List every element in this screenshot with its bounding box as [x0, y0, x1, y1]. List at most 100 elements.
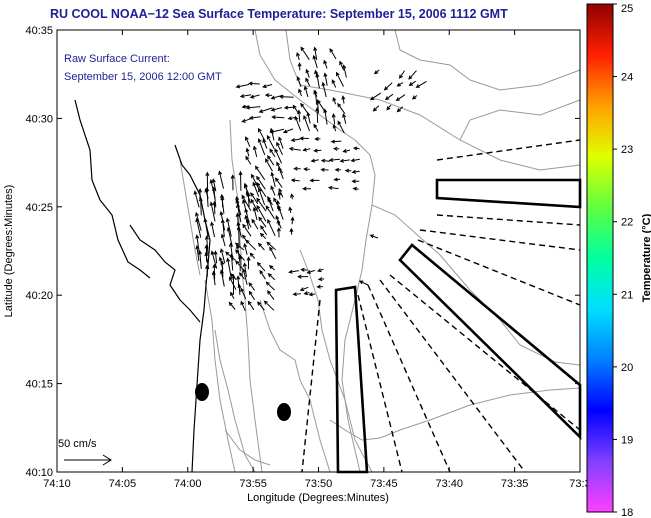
current-vector: [297, 274, 309, 279]
current-vector: [300, 267, 308, 272]
current-vector: [252, 181, 260, 197]
current-vector: [235, 249, 245, 261]
current-vector: [266, 241, 276, 251]
current-vector: [275, 199, 281, 211]
x-tick-label: 74:10: [43, 478, 71, 490]
current-vector: [204, 251, 210, 270]
current-vector: [219, 269, 225, 287]
coastline: [74, 99, 211, 473]
current-vector: [218, 170, 224, 189]
current-vector: [330, 139, 342, 144]
y-tick-label: 40:25: [25, 202, 53, 214]
scale-arrow: [64, 454, 112, 466]
current-vector: [290, 216, 295, 225]
current-vector: [323, 72, 328, 86]
current-vector: [245, 147, 250, 157]
current-vector: [282, 128, 294, 134]
current-vector: [226, 226, 233, 247]
current-vector: [288, 269, 300, 274]
current-vector: [220, 260, 225, 278]
current-vector: [193, 190, 200, 208]
current-vector: [237, 283, 242, 295]
current-vector: [247, 300, 255, 311]
current-vector: [197, 250, 203, 269]
colorbar-tick-label: 19: [621, 434, 633, 446]
current-vector: [258, 107, 273, 113]
current-vector: [337, 102, 346, 114]
y-tick-label: 40:10: [25, 467, 53, 479]
current-vector: [279, 94, 294, 99]
current-vector: [396, 106, 404, 113]
current-vector: [235, 203, 242, 223]
current-vector: [329, 48, 337, 60]
current-vector: [278, 136, 284, 149]
radar-boxes: [334, 178, 582, 474]
current-vector: [245, 136, 251, 147]
colorbar-ticks: 25 24 23 22 21 20 19 18: [613, 3, 633, 518]
current-vector: [238, 272, 245, 280]
current-vector: [411, 95, 418, 100]
current-vector: [205, 171, 210, 191]
current-vector: [386, 104, 392, 111]
current-vector: [234, 242, 245, 251]
outfall-marker: [277, 403, 291, 421]
y-tick-label: 40:20: [25, 290, 53, 302]
current-vector: [339, 60, 345, 71]
current-vector: [337, 120, 345, 134]
current-vector: [327, 185, 339, 190]
colorbar-tick-label: 24: [621, 72, 633, 84]
current-vector: [245, 155, 252, 165]
outfall-marker: [195, 383, 209, 401]
current-vector: [395, 94, 406, 102]
current-vector: [290, 137, 301, 142]
current-vector: [292, 292, 301, 297]
x-tick-label: 73:3: [569, 478, 590, 490]
current-vector: [303, 167, 310, 172]
bathymetry-contours: [179, 29, 581, 473]
colorbar-tick-label: 18: [621, 507, 633, 518]
current-vector: [265, 158, 273, 172]
current-vector: [339, 158, 350, 163]
current-vector: [344, 168, 352, 173]
current-vector: [220, 193, 225, 214]
current-vector: [251, 173, 260, 190]
current-vector: [250, 192, 259, 205]
current-vector: [296, 75, 302, 88]
plot-frame: [56, 29, 581, 473]
current-vector: [220, 218, 225, 237]
current-vector: [314, 136, 321, 141]
current-vector: [287, 116, 296, 121]
current-vector: [242, 262, 247, 278]
current-vector: [310, 158, 319, 163]
current-vector: [276, 219, 281, 226]
current-vector: [277, 166, 284, 180]
current-vector: [266, 134, 275, 150]
current-vector: [315, 107, 320, 124]
current-vector: [226, 257, 232, 278]
colorbar-tick-label: 22: [621, 217, 633, 229]
current-vector: [210, 250, 218, 269]
current-vector: [258, 216, 267, 228]
current-vector: [244, 214, 250, 230]
current-label-line2: September 15, 2006 12:00 GMT: [64, 71, 222, 83]
colorbar: [586, 3, 614, 513]
current-vector: [241, 118, 252, 123]
current-label-line1: Raw Surface Current:: [64, 53, 170, 65]
x-tick-label: 73:45: [370, 478, 398, 490]
current-vector: [276, 227, 281, 238]
current-vector: [235, 84, 250, 89]
current-vector: [315, 72, 320, 89]
current-vector: [257, 242, 265, 251]
current-vector: [306, 111, 311, 124]
current-vector: [306, 269, 315, 274]
current-vector: [352, 146, 360, 151]
current-vector: [350, 158, 360, 163]
current-vector: [277, 191, 282, 200]
scale-label: 50 cm/s: [58, 438, 97, 450]
current-vector: [269, 127, 275, 141]
current-vector: [316, 284, 323, 289]
current-vector: [328, 157, 340, 162]
current-vector: [230, 174, 235, 191]
current-vector: [212, 263, 217, 280]
colorbar-tick-label: 23: [621, 144, 633, 156]
